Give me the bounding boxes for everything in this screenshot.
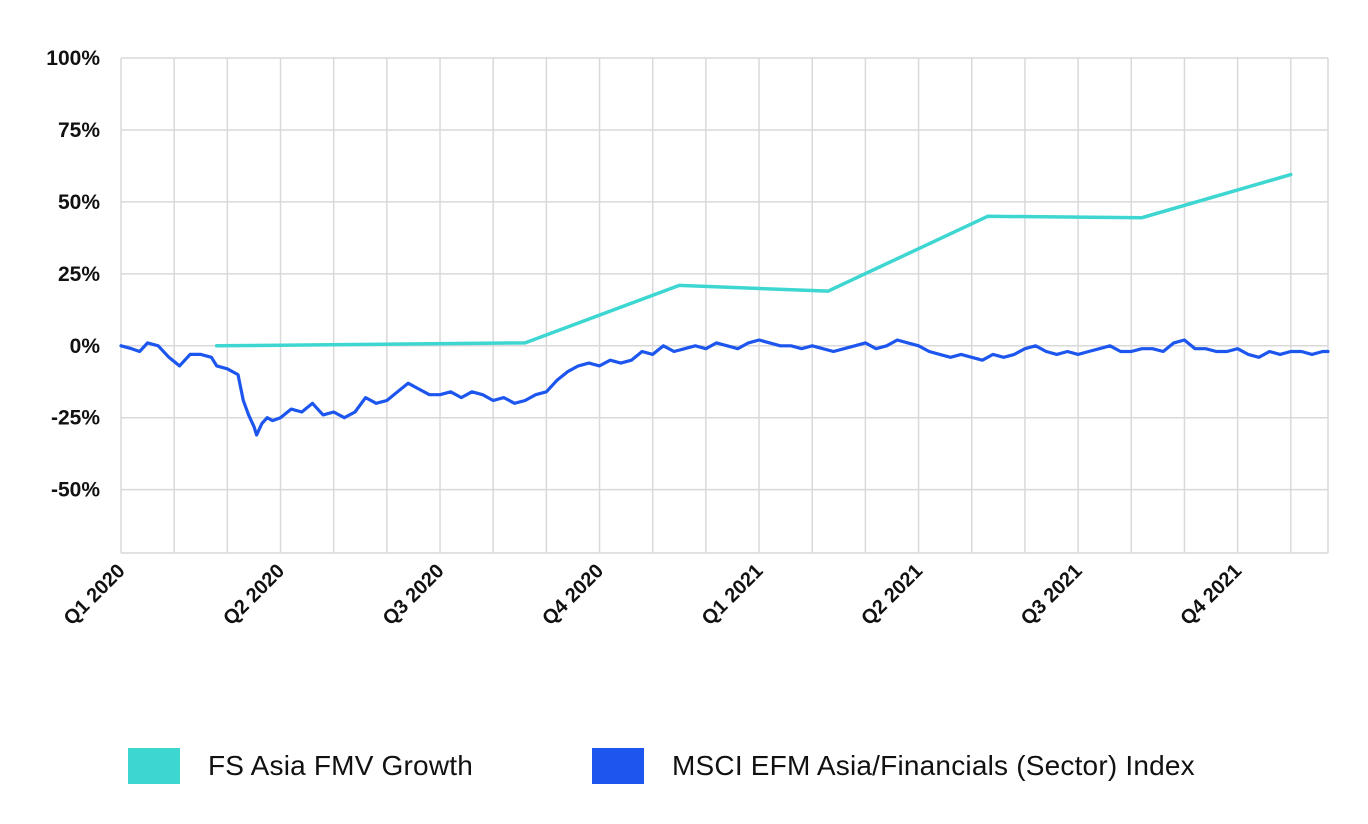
y-tick-label: 25% bbox=[58, 263, 100, 286]
x-axis-tick-labels: Q1 2020 Q2 2020 Q3 2020 Q4 2020 Q1 2021 Q2 20… bbox=[60, 560, 1246, 630]
x-tick-label: Q4 2020 bbox=[538, 560, 608, 630]
x-tick-label: Q1 2021 bbox=[698, 560, 768, 630]
x-tick-label: Q3 2021 bbox=[1017, 560, 1087, 630]
legend-label-msci: MSCI EFM Asia/Financials (Sector) Index bbox=[672, 750, 1195, 781]
y-tick-label: 100% bbox=[46, 47, 100, 70]
legend-item-msci: MSCI EFM Asia/Financials (Sector) Index bbox=[592, 746, 1195, 786]
y-tick-label: 50% bbox=[58, 191, 100, 214]
y-axis-tick-labels: 100% 75% 50% 25% 0% -25% -50% bbox=[46, 47, 100, 502]
y-tick-label: -50% bbox=[51, 479, 100, 502]
legend-item-fs-asia: FS Asia FMV Growth bbox=[128, 746, 473, 786]
grid-lines bbox=[120, 57, 1329, 554]
legend-swatch-msci bbox=[592, 748, 644, 784]
x-tick-label: Q2 2021 bbox=[857, 560, 927, 630]
series-line-msci bbox=[119, 338, 1330, 437]
x-tick-label: Q1 2020 bbox=[60, 560, 130, 630]
legend-swatch-fs-asia bbox=[128, 748, 180, 784]
x-tick-label: Q3 2020 bbox=[379, 560, 449, 630]
x-tick-label: Q4 2021 bbox=[1176, 560, 1246, 630]
x-tick-label: Q2 2020 bbox=[219, 560, 289, 630]
y-tick-label: -25% bbox=[51, 407, 100, 430]
y-tick-label: 0% bbox=[70, 335, 101, 358]
legend-label-fs-asia: FS Asia FMV Growth bbox=[208, 750, 473, 781]
y-tick-label: 75% bbox=[58, 119, 100, 142]
series-lines bbox=[119, 172, 1330, 437]
series-line-fs-asia bbox=[214, 172, 1293, 348]
